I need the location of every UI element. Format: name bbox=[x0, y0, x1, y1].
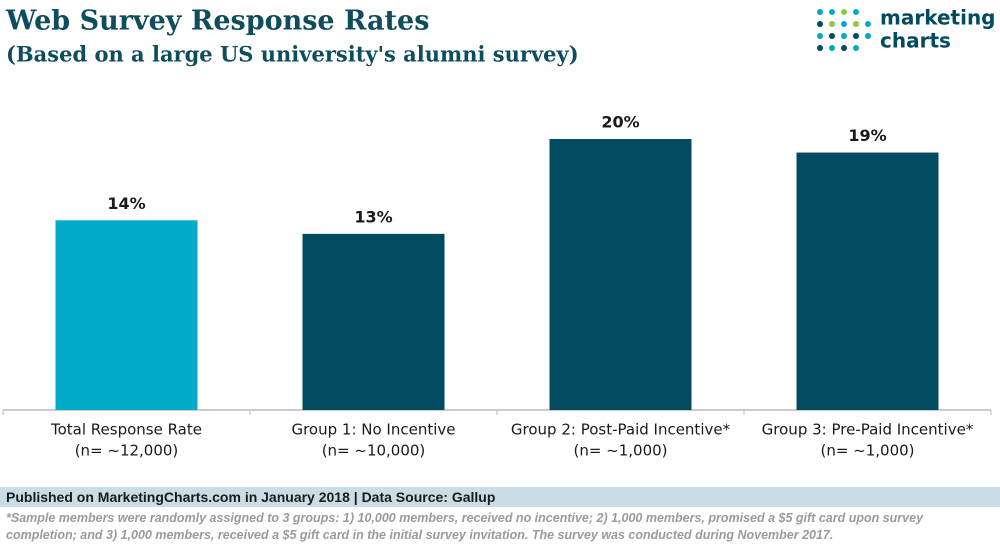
x-tick-label: (n= ~1,000) bbox=[573, 442, 667, 460]
x-tick-label: Group 2: Post-Paid Incentive* bbox=[511, 421, 731, 439]
chart: Web Survey Response Rates (Based on a la… bbox=[2, 6, 996, 460]
bar bbox=[549, 139, 692, 410]
x-tick-label: (n= ~1,000) bbox=[820, 442, 914, 460]
source: Published on MarketingCharts.com in Janu… bbox=[0, 487, 1000, 507]
bar bbox=[302, 233, 445, 410]
chart-title: Web Survey Response Rates bbox=[5, 6, 429, 37]
value-label: 19% bbox=[848, 126, 886, 145]
footnote: *Sample members were randomly assigned t… bbox=[6, 511, 924, 542]
x-tick-label: (n= ~12,000) bbox=[75, 442, 179, 460]
x-tick-label: Group 3: Pre-Paid Incentive* bbox=[762, 421, 974, 439]
x-tick-label: (n= ~10,000) bbox=[322, 442, 426, 460]
value-label: 20% bbox=[601, 113, 639, 132]
x-tick-label: Total Response Rate bbox=[50, 421, 202, 439]
value-label: 14% bbox=[107, 194, 145, 213]
logo-text: charts bbox=[880, 29, 951, 53]
chart-subtitle: (Based on a large US university's alumni… bbox=[6, 42, 579, 67]
value-label: 13% bbox=[354, 207, 392, 226]
x-tick-label: Group 1: No Incentive bbox=[291, 421, 455, 439]
bar bbox=[796, 152, 939, 411]
bar bbox=[55, 220, 198, 410]
logo-dots bbox=[817, 9, 871, 51]
logo-text: marketing bbox=[880, 6, 996, 30]
